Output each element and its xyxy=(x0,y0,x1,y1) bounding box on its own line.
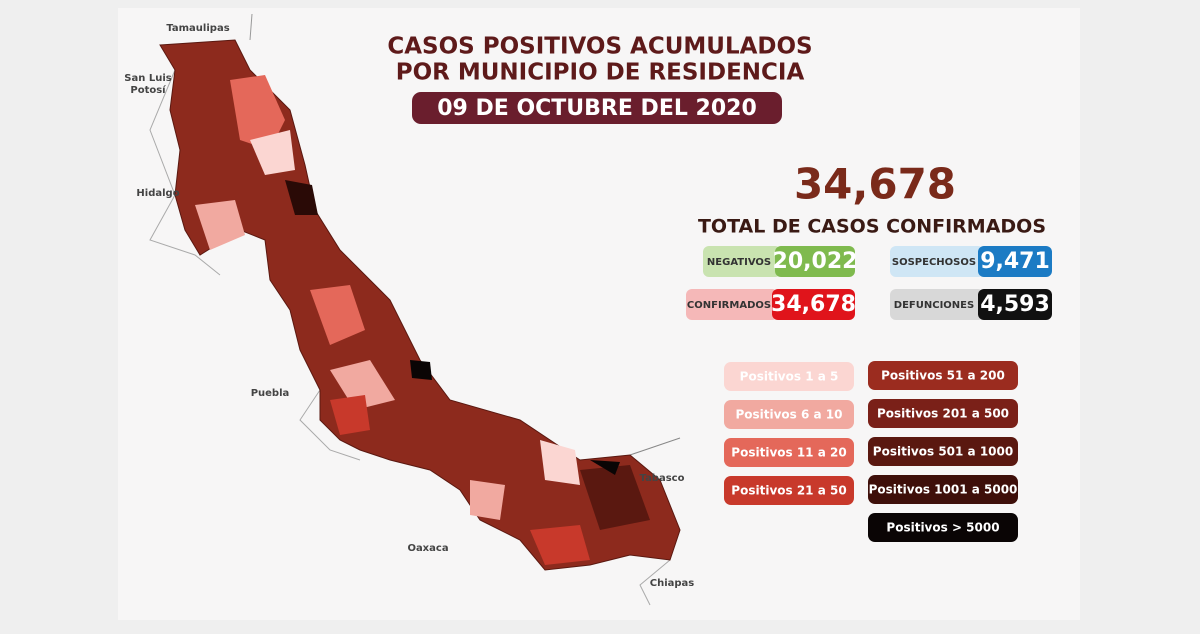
map xyxy=(149,13,681,606)
stat-label-box xyxy=(686,289,778,320)
legend-label: Positivos 21 a 50 xyxy=(731,484,846,498)
region-label: San Luis xyxy=(124,73,171,84)
stat-value-box xyxy=(775,246,855,277)
legend-label: Positivos > 5000 xyxy=(886,521,999,535)
legend-swatch xyxy=(724,362,854,391)
legend-swatch xyxy=(868,437,1018,466)
region-label: Puebla xyxy=(251,388,290,399)
legend-label: Positivos 1001 a 5000 xyxy=(869,483,1018,497)
legend-label: Positivos 501 a 1000 xyxy=(873,445,1013,459)
title-line: CASOS POSITIVOS ACUMULADOS xyxy=(387,34,812,60)
legend-swatch xyxy=(724,400,854,429)
stat-value: 34,678 xyxy=(771,292,856,317)
region-label: Potosí xyxy=(130,84,166,96)
date-pill xyxy=(412,92,782,124)
legend-label: Positivos 51 a 200 xyxy=(881,369,1005,383)
stat-value-box xyxy=(772,289,855,320)
stat-value-box xyxy=(978,289,1052,320)
region-label: Tamaulipas xyxy=(166,23,229,34)
legend-swatch xyxy=(724,438,854,467)
total: 34,678 xyxy=(794,160,956,209)
legend-label: Positivos 1 a 5 xyxy=(740,370,839,384)
legend-label: Positivos 6 a 10 xyxy=(735,408,842,422)
region-label: Oaxaca xyxy=(407,543,448,554)
legend-label: Positivos 201 a 500 xyxy=(877,407,1009,421)
region-label: Chiapas xyxy=(650,578,695,589)
stat-label-box xyxy=(703,246,781,277)
stat-value: 4,593 xyxy=(980,292,1050,317)
region-label: Tabasco xyxy=(640,473,685,484)
stat-label-box xyxy=(890,289,984,320)
stat-label: DEFUNCIONES xyxy=(894,300,974,311)
legend-swatch xyxy=(868,361,1018,390)
legend-label: Positivos 11 a 20 xyxy=(731,446,846,460)
stat-value: 20,022 xyxy=(773,249,858,274)
region-label: Hidalgo xyxy=(136,188,179,199)
legend-swatch xyxy=(868,399,1018,428)
legend-swatch xyxy=(868,475,1018,504)
stat-label: CONFIRMADOS xyxy=(687,300,771,311)
date: 09 DE OCTUBRE DEL 2020 xyxy=(437,96,757,121)
total-label: TOTAL DE CASOS CONFIRMADOS xyxy=(698,216,1046,238)
stat-value: 9,471 xyxy=(980,249,1050,274)
stat-label: SOSPECHOSOS xyxy=(892,257,976,268)
stat-value-box xyxy=(978,246,1052,277)
stat-label: NEGATIVOS xyxy=(707,257,771,268)
title-line: POR MUNICIPIO DE RESIDENCIA xyxy=(396,60,805,86)
legend-swatch xyxy=(868,513,1018,542)
legend-swatch xyxy=(724,476,854,505)
stat-label-box xyxy=(890,246,984,277)
